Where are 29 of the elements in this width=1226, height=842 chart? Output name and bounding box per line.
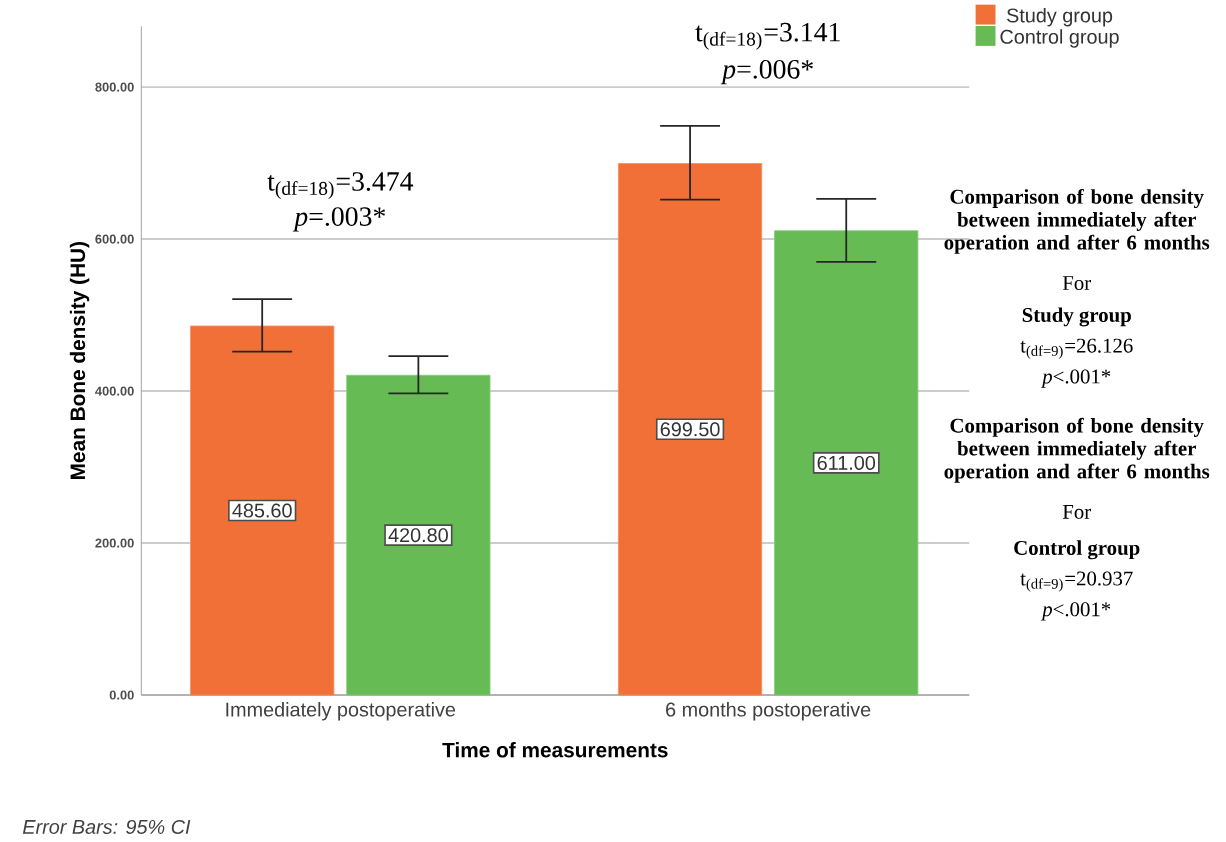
text: Study group (1022, 307, 1131, 327)
bar (774, 230, 919, 696)
annotation: p=.006* (720, 59, 813, 85)
text: p<.001* (1041, 369, 1111, 388)
x-tick-label: Immediately postoperative (226, 701, 456, 721)
text: For (1062, 276, 1091, 290)
text: t$_{(df=9)}$=20.937 (1020, 571, 1133, 592)
text: Error Bars: 95% CI (22, 819, 191, 834)
text: For (1062, 504, 1091, 519)
annotation: Comparison of bone density between immediately after operation and after 6 months (944, 417, 1210, 483)
data-label: 699.50 (660, 422, 720, 437)
annotation: Comparison of bone density between immediately after operation and after 6 months (944, 188, 1210, 254)
text: p<.001* (1041, 602, 1111, 621)
bar (190, 325, 335, 696)
text: Control group (1014, 540, 1140, 560)
legend-label: Study group (1006, 7, 1113, 27)
x-axis-title: Time of measurements (442, 741, 668, 758)
annotation: p=.003* (292, 207, 386, 232)
y-axis-title: Mean Bone density (HU) (69, 241, 90, 479)
bar (618, 162, 763, 696)
x-tick-label: 6 months postoperative (666, 701, 871, 721)
data-label: 420.80 (388, 527, 448, 543)
data-label: 611.00 (817, 455, 876, 470)
text: t$_{(df=9)}$=26.126 (1020, 338, 1133, 359)
annotation: t$_{(df=18)}$=3.141 (695, 22, 840, 50)
data-label: 485.60 (232, 503, 292, 518)
legend-label: Control group (1000, 29, 1119, 48)
bar (346, 374, 491, 696)
annotation: t$_{(df=18)}$=3.474 (267, 171, 414, 199)
